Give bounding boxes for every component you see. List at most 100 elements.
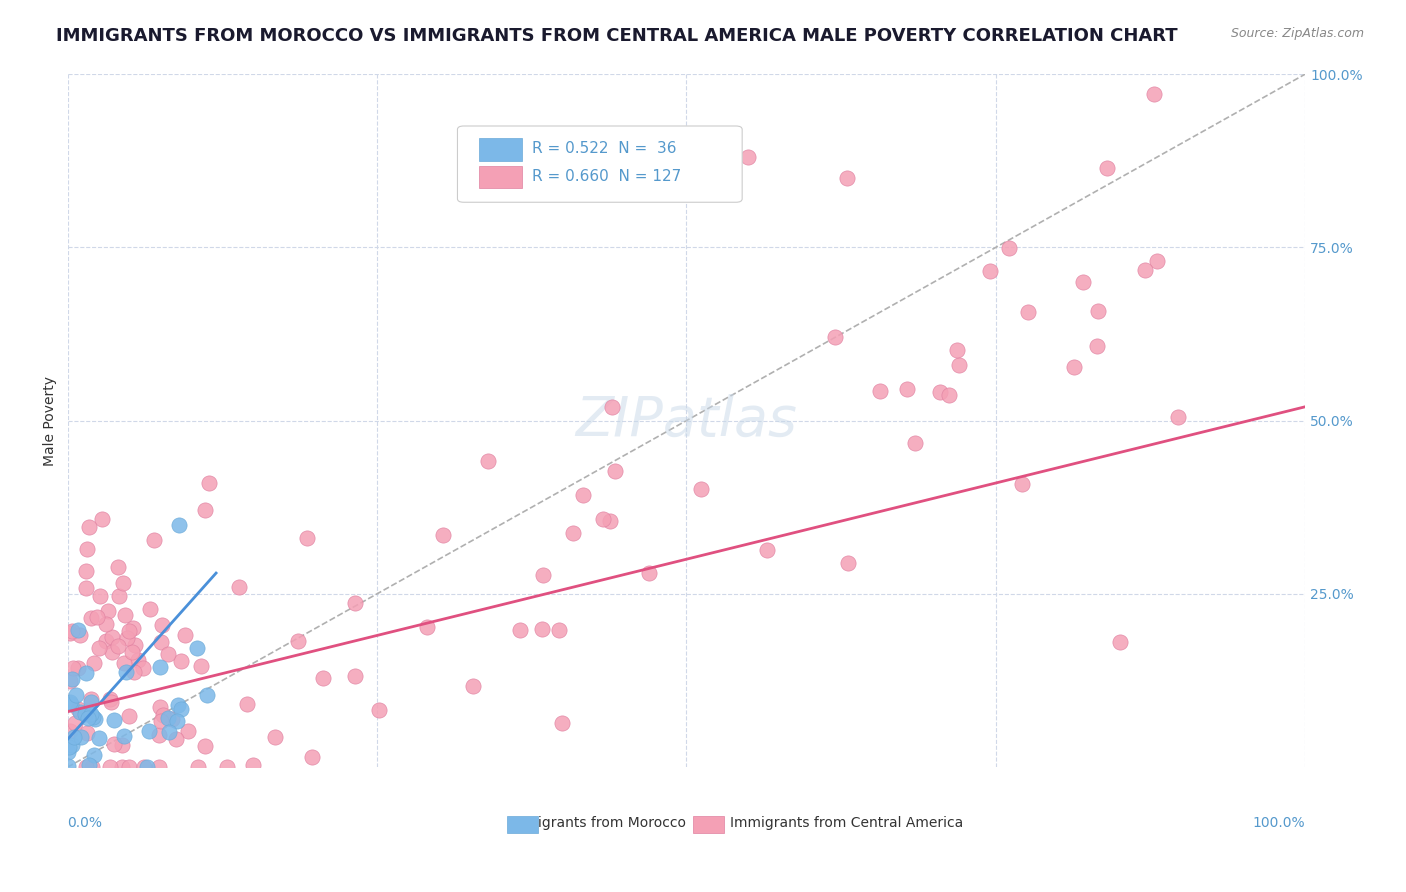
Point bbox=[87, 640, 110, 655]
Point bbox=[186, 640, 208, 655]
Point bbox=[997, 241, 1019, 255]
Point bbox=[103, 713, 125, 727]
Point bbox=[571, 488, 593, 502]
FancyBboxPatch shape bbox=[693, 815, 724, 833]
Point bbox=[98, 691, 121, 706]
Point bbox=[1087, 304, 1109, 318]
Point bbox=[118, 624, 141, 639]
Point bbox=[242, 757, 264, 772]
Point bbox=[737, 150, 759, 164]
Point bbox=[531, 568, 554, 582]
Point bbox=[115, 665, 138, 679]
Point bbox=[149, 714, 172, 728]
Point bbox=[70, 731, 93, 745]
Point bbox=[195, 688, 218, 702]
Point bbox=[157, 725, 180, 739]
Point bbox=[90, 512, 112, 526]
Point bbox=[979, 263, 1001, 277]
Point bbox=[165, 732, 187, 747]
Point bbox=[112, 576, 135, 591]
Point bbox=[75, 564, 97, 578]
Point bbox=[107, 560, 129, 574]
Point bbox=[83, 657, 105, 671]
Text: Source: ZipAtlas.com: Source: ZipAtlas.com bbox=[1230, 27, 1364, 40]
Point bbox=[84, 712, 107, 726]
FancyBboxPatch shape bbox=[478, 138, 522, 161]
Point bbox=[111, 760, 134, 774]
Point bbox=[592, 511, 614, 525]
Point bbox=[174, 628, 197, 642]
Text: R = 0.522  N =  36: R = 0.522 N = 36 bbox=[531, 141, 676, 156]
Point bbox=[1095, 161, 1118, 176]
Point bbox=[69, 705, 91, 719]
Point bbox=[56, 745, 79, 759]
Point bbox=[135, 760, 157, 774]
Point bbox=[301, 750, 323, 764]
Point bbox=[65, 688, 87, 702]
Point bbox=[149, 660, 172, 674]
Point bbox=[103, 737, 125, 751]
Text: IMMIGRANTS FROM MOROCCO VS IMMIGRANTS FROM CENTRAL AMERICA MALE POVERTY CORRELAT: IMMIGRANTS FROM MOROCCO VS IMMIGRANTS FR… bbox=[56, 27, 1178, 45]
Point bbox=[77, 520, 100, 534]
Point bbox=[605, 464, 627, 478]
Point bbox=[112, 657, 135, 671]
Point bbox=[1108, 635, 1130, 649]
Point bbox=[121, 645, 143, 659]
FancyBboxPatch shape bbox=[478, 166, 522, 188]
Point bbox=[170, 654, 193, 668]
Point bbox=[837, 556, 859, 570]
Point bbox=[562, 525, 585, 540]
Point bbox=[157, 647, 180, 661]
Point bbox=[75, 760, 97, 774]
Text: 100.0%: 100.0% bbox=[1253, 815, 1305, 830]
Point bbox=[415, 620, 437, 634]
Point bbox=[869, 384, 891, 398]
Point bbox=[156, 711, 179, 725]
Point bbox=[60, 624, 83, 638]
Point bbox=[114, 608, 136, 623]
Point bbox=[228, 581, 250, 595]
Point bbox=[432, 528, 454, 542]
Point bbox=[138, 723, 160, 738]
Point bbox=[637, 566, 659, 580]
Point bbox=[131, 661, 153, 675]
Point bbox=[69, 628, 91, 642]
Point bbox=[142, 533, 165, 547]
Point bbox=[1167, 410, 1189, 425]
Point bbox=[166, 714, 188, 729]
Point bbox=[122, 665, 145, 679]
Point bbox=[80, 695, 103, 709]
Point bbox=[80, 706, 103, 721]
Point bbox=[63, 730, 86, 744]
Point bbox=[59, 697, 82, 711]
Point bbox=[167, 517, 190, 532]
Point bbox=[100, 695, 122, 709]
Text: Immigrants from Central America: Immigrants from Central America bbox=[730, 815, 963, 830]
Point bbox=[76, 542, 98, 557]
Point bbox=[1063, 359, 1085, 374]
Point bbox=[82, 760, 104, 774]
Point bbox=[197, 476, 219, 491]
Point bbox=[148, 760, 170, 774]
Point bbox=[121, 621, 143, 635]
Point bbox=[287, 633, 309, 648]
Point bbox=[82, 710, 104, 724]
Point bbox=[1017, 305, 1039, 319]
Point bbox=[194, 739, 217, 753]
Point bbox=[101, 630, 124, 644]
Point bbox=[167, 698, 190, 712]
Point bbox=[118, 760, 141, 774]
Point bbox=[59, 674, 82, 689]
Point bbox=[904, 435, 927, 450]
Point bbox=[127, 653, 149, 667]
Point bbox=[124, 638, 146, 652]
Point bbox=[56, 759, 79, 773]
Point bbox=[77, 711, 100, 725]
Point bbox=[264, 730, 287, 744]
FancyBboxPatch shape bbox=[457, 126, 742, 202]
Point bbox=[509, 623, 531, 637]
Point bbox=[62, 661, 84, 675]
Point bbox=[938, 388, 960, 402]
Point bbox=[235, 697, 257, 711]
Point bbox=[107, 589, 129, 603]
